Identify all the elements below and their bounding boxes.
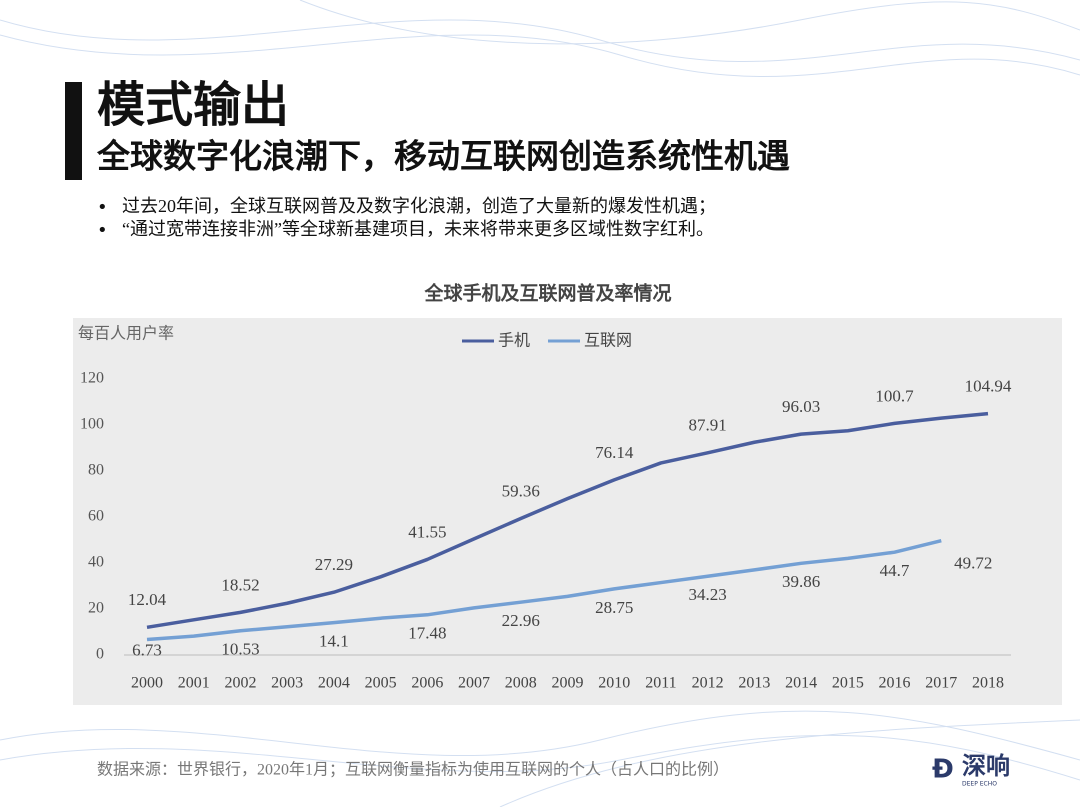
subtitle: 全球数字化浪潮下，移动互联网创造系统性机遇: [96, 137, 790, 176]
legend-label: 互联网: [584, 331, 632, 350]
x-tick-label: 2017: [925, 675, 957, 692]
y-axis-label: 每百人用户率: [78, 324, 174, 343]
logo-sub: DEEP ECHO: [962, 781, 997, 788]
y-tick-label: 60: [88, 508, 104, 525]
y-tick-label: 20: [88, 600, 104, 617]
bullet-dot: •: [97, 220, 108, 241]
x-tick-label: 2011: [645, 675, 676, 692]
data-label: 17.48: [408, 624, 446, 643]
bullet: 过去20年间，全球互联网普及及数字化浪潮，创造了大量新的爆发性机遇；: [122, 196, 716, 216]
x-tick-label: 2013: [738, 675, 770, 692]
plot: 0 20 40 60 80 100 120 2000 2001 2002 2003 2004 2005 2…: [80, 331, 1012, 692]
data-label: 27.29: [315, 555, 353, 574]
chart-area: [73, 318, 1062, 705]
x-tick-label: 2003: [271, 675, 303, 692]
bullet: “通过宽带连接非洲”等全球新基建项目，未来将带来更多区域性数字红利。: [122, 219, 714, 239]
data-label: 14.1: [319, 631, 349, 650]
y-tick-label: 100: [80, 416, 104, 433]
data-label: 96.03: [782, 397, 820, 416]
data-label: 34.23: [689, 585, 727, 604]
x-tick-label: 2006: [411, 675, 443, 692]
data-label: 100.7: [875, 386, 914, 405]
data-label: 12.04: [128, 590, 167, 609]
data-label: 6.73: [132, 640, 162, 659]
x-tick-label: 2004: [318, 675, 350, 692]
bullet-dot: •: [97, 197, 108, 218]
data-label: 49.72: [954, 554, 992, 573]
data-label: 39.86: [782, 572, 820, 591]
y-tick-label: 80: [88, 462, 104, 479]
logo: 深响: [962, 752, 1010, 780]
x-tick-label: 2008: [505, 675, 537, 692]
x-tick-label: 2018: [972, 675, 1004, 692]
series-line: [146, 411, 989, 630]
data-label: 28.75: [595, 598, 633, 617]
data-label: 59.36: [502, 481, 540, 500]
data-label: 41.55: [408, 522, 446, 541]
x-tick-label: 2016: [879, 675, 911, 692]
y-tick-label: 40: [88, 554, 104, 571]
series-line: [146, 538, 942, 642]
logo-mark: Ð: [932, 755, 954, 785]
y-tick-label: 120: [80, 370, 104, 387]
chart-title: 全球手机及互联网普及率情况: [423, 281, 671, 304]
legend-label: 手机: [498, 331, 530, 350]
title: 模式输出: [97, 77, 289, 133]
x-tick-label: 2005: [365, 675, 397, 692]
x-tick-label: 2001: [178, 675, 210, 692]
source-note: 数据来源：世界银行，2020年1月；互联网衡量指标为使用互联网的个人（占人口的比…: [97, 761, 729, 779]
data-label: 22.96: [502, 611, 540, 630]
data-label: 76.14: [595, 443, 634, 462]
data-label: 104.94: [965, 377, 1012, 396]
data-label: 87.91: [689, 416, 727, 435]
x-tick-label: 2007: [458, 675, 490, 692]
y-tick-label: 0: [96, 646, 104, 663]
header-bar: [65, 82, 82, 180]
data-label: 18.52: [221, 575, 259, 594]
x-tick-label: 2000: [131, 675, 163, 692]
data-label: 44.7: [880, 561, 910, 580]
data-label: 10.53: [221, 640, 259, 659]
x-tick-label: 2010: [598, 675, 630, 692]
x-tick-label: 2014: [785, 675, 817, 692]
x-tick-label: 2012: [692, 675, 724, 692]
x-tick-label: 2015: [832, 675, 864, 692]
x-tick-label: 2009: [552, 675, 584, 692]
x-tick-label: 2002: [224, 675, 256, 692]
